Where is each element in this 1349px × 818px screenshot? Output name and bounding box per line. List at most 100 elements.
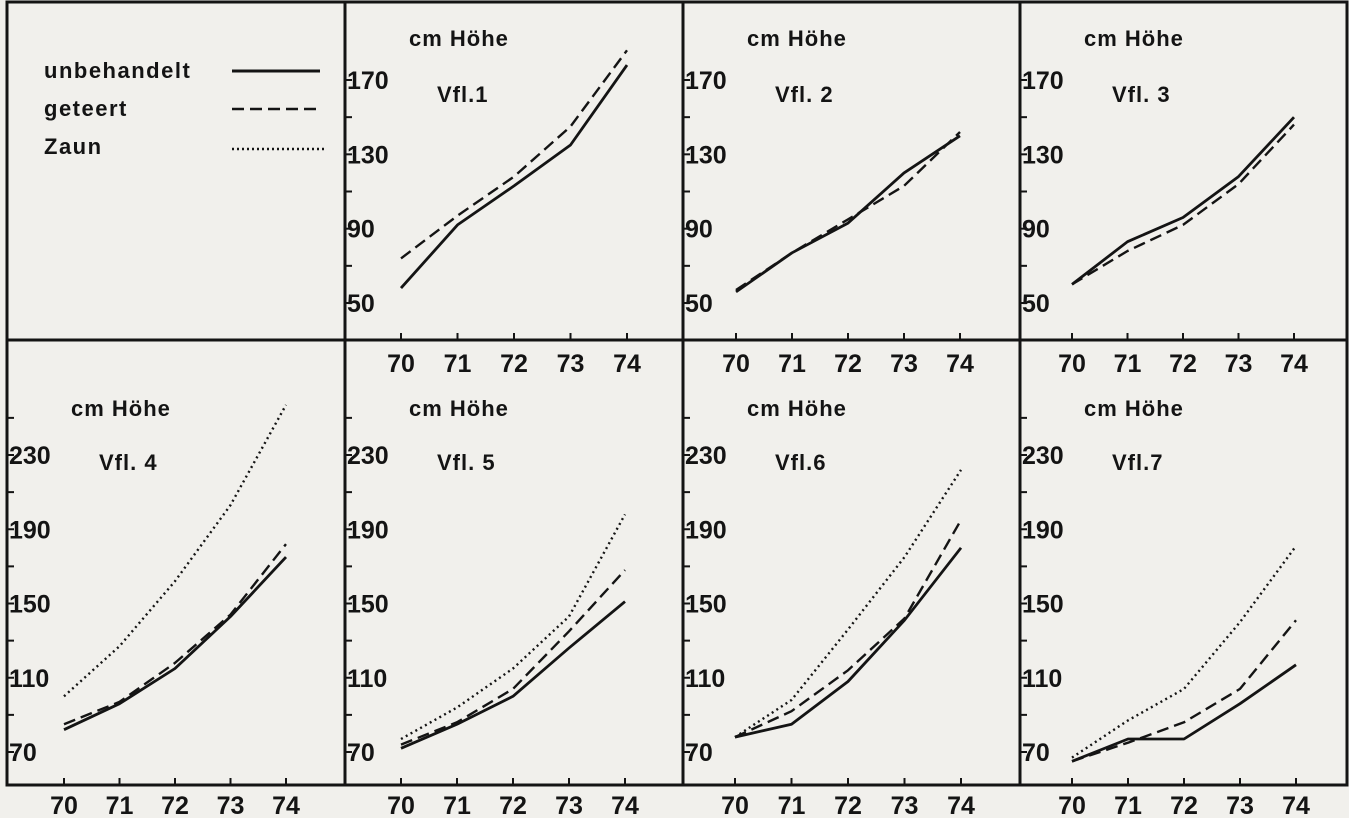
legend-label: Zaun bbox=[44, 134, 103, 159]
x-tick-label: 74 bbox=[613, 350, 641, 378]
series-line-zaun bbox=[63, 404, 288, 698]
legend-entry-unbehandelt: unbehandelt bbox=[44, 58, 320, 83]
y-axis-title: cm Höhe bbox=[71, 396, 171, 421]
y-tick-label: 230 bbox=[1022, 442, 1064, 470]
chart-panel-5: 70 110 150 190 230 70 71 72 73 74 cm Höhe Vfl. 5 bbox=[345, 396, 639, 818]
y-tick-label: 90 bbox=[685, 216, 713, 244]
y-tick-label: 230 bbox=[347, 442, 389, 470]
y-axis-title: cm Höhe bbox=[1084, 26, 1184, 51]
series-line-unbehandelt bbox=[63, 556, 288, 731]
x-tick-label: 72 bbox=[500, 350, 528, 378]
y-tick-label: 90 bbox=[1022, 216, 1050, 244]
y-tick-label: 110 bbox=[685, 665, 725, 693]
x-tick-label: 71 bbox=[444, 350, 472, 378]
x-tick-label: 74 bbox=[946, 350, 974, 378]
x-tick-label: 74 bbox=[611, 792, 639, 818]
series-line-geteert bbox=[1071, 123, 1295, 286]
x-tick-label: 70 bbox=[50, 792, 78, 818]
y-axis-title: cm Höhe bbox=[747, 26, 847, 51]
y-tick-label: 170 bbox=[347, 67, 389, 95]
y-tick-label: 150 bbox=[347, 591, 389, 619]
panel-title: Vfl. 5 bbox=[437, 450, 496, 475]
chart-panel-7: 70 110 150 190 230 70 71 72 73 74 cm Höhe Vfl.7 bbox=[1020, 396, 1310, 818]
x-tick-label: 73 bbox=[1225, 350, 1253, 378]
y-tick-label: 70 bbox=[347, 739, 375, 767]
chart-panel-4: 70 110 150 190 230 70 71 72 73 74 cm Höhe Vfl. 4 bbox=[7, 396, 300, 818]
y-tick-label: 150 bbox=[9, 591, 51, 619]
y-tick-label: 230 bbox=[9, 442, 51, 470]
y-tick-label: 190 bbox=[685, 516, 727, 544]
x-tick-label: 71 bbox=[443, 792, 471, 818]
panel-frame bbox=[5, 0, 1349, 787]
x-tick-label: 73 bbox=[890, 350, 918, 378]
panel-title: Vfl.1 bbox=[437, 82, 488, 107]
x-tick-label: 72 bbox=[1169, 350, 1197, 378]
y-axis-title: cm Höhe bbox=[1084, 396, 1184, 421]
x-tick-label: 71 bbox=[778, 792, 806, 818]
series-line-zaun bbox=[734, 469, 963, 739]
x-tick-label: 72 bbox=[161, 792, 189, 818]
x-tick-label: 70 bbox=[721, 792, 749, 818]
x-tick-label: 71 bbox=[1114, 792, 1142, 818]
series-line-unbehandelt bbox=[734, 546, 963, 739]
legend-entry-geteert: geteert bbox=[44, 96, 320, 121]
y-tick-label: 70 bbox=[685, 739, 713, 767]
y-tick-label: 190 bbox=[9, 516, 51, 544]
y-tick-label: 130 bbox=[1022, 141, 1064, 169]
y-tick-label: 110 bbox=[347, 665, 387, 693]
y-tick-label: 130 bbox=[347, 141, 389, 169]
chart-panel-6: 70 110 150 190 230 70 71 72 73 74 cm Höhe Vfl.6 bbox=[683, 396, 975, 818]
series-line-geteert bbox=[735, 131, 961, 291]
x-tick-label: 73 bbox=[891, 792, 919, 818]
y-tick-label: 170 bbox=[685, 67, 727, 95]
panel-title: Vfl. 2 bbox=[775, 82, 834, 107]
x-tick-label: 73 bbox=[217, 792, 245, 818]
chart-panel-1: 50 90 130 170 70 71 72 73 74 cm Höhe Vfl.1 bbox=[345, 26, 641, 378]
x-tick-label: 71 bbox=[778, 350, 806, 378]
x-tick-label: 70 bbox=[387, 350, 415, 378]
legend-entry-zaun: Zaun bbox=[44, 134, 326, 159]
x-tick-label: 71 bbox=[1114, 350, 1142, 378]
y-axis-title: cm Höhe bbox=[409, 26, 509, 51]
x-tick-label: 74 bbox=[272, 792, 300, 818]
series-line-unbehandelt bbox=[400, 600, 626, 750]
y-tick-label: 190 bbox=[347, 516, 389, 544]
y-tick-label: 190 bbox=[1022, 516, 1064, 544]
x-tick-label: 72 bbox=[499, 792, 527, 818]
series-line-geteert bbox=[400, 49, 628, 260]
series-line-zaun bbox=[400, 513, 627, 741]
x-tick-label: 72 bbox=[1170, 792, 1198, 818]
chart-panel-2: 50 90 130 170 70 71 72 73 74 cm Höhe Vfl. 2 bbox=[683, 26, 974, 378]
y-tick-label: 170 bbox=[1022, 67, 1064, 95]
y-tick-label: 50 bbox=[1022, 290, 1050, 318]
x-tick-label: 70 bbox=[722, 350, 750, 378]
y-tick-label: 130 bbox=[685, 141, 727, 169]
x-tick-label: 72 bbox=[834, 350, 862, 378]
panel-title: Vfl. 3 bbox=[1112, 82, 1171, 107]
panel-title: Vfl. 4 bbox=[99, 450, 158, 475]
y-tick-label: 150 bbox=[1022, 591, 1064, 619]
x-tick-label: 74 bbox=[1282, 792, 1310, 818]
x-tick-label: 70 bbox=[1058, 350, 1086, 378]
x-tick-label: 73 bbox=[557, 350, 585, 378]
series-line-unbehandelt bbox=[1071, 663, 1297, 763]
x-tick-label: 74 bbox=[1280, 350, 1308, 378]
panel-title: Vfl.6 bbox=[775, 450, 826, 475]
y-tick-label: 230 bbox=[685, 442, 727, 470]
panel-title: Vfl.7 bbox=[1112, 450, 1163, 475]
y-tick-label: 150 bbox=[685, 591, 727, 619]
x-tick-label: 74 bbox=[947, 792, 975, 818]
y-tick-label: 90 bbox=[347, 216, 375, 244]
y-axis-title: cm Höhe bbox=[409, 396, 509, 421]
y-tick-label: 50 bbox=[347, 290, 375, 318]
panels: 50 90 130 170 70 71 72 73 74 cm Höhe Vfl.1 50 90 130 1… bbox=[7, 26, 1310, 818]
series-line-geteert bbox=[734, 519, 963, 739]
x-tick-label: 72 bbox=[834, 792, 862, 818]
x-tick-label: 71 bbox=[106, 792, 134, 818]
series-line-geteert bbox=[1071, 619, 1297, 763]
legend-label: geteert bbox=[44, 96, 128, 121]
series-line-unbehandelt bbox=[399, 64, 629, 290]
series-line-geteert bbox=[63, 543, 287, 726]
x-tick-label: 73 bbox=[555, 792, 583, 818]
